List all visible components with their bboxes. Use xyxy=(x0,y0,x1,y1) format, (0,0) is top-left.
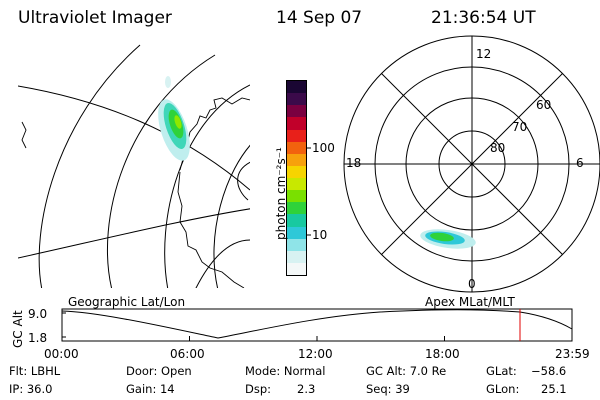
map-aurora xyxy=(158,99,190,161)
colorbar-swatch xyxy=(287,93,306,106)
map-aurora xyxy=(168,109,184,139)
lat-label-60: 60 xyxy=(536,98,552,112)
time-label: 21:36:54 UT xyxy=(431,8,536,28)
polar-ring xyxy=(343,35,600,293)
status-mode: Mode: Normal xyxy=(245,364,326,378)
map-latitude-arc xyxy=(213,144,250,288)
colorbar-tick-10: 10 xyxy=(312,228,328,242)
polar-aurora xyxy=(425,231,465,245)
gc-alt-curve xyxy=(61,309,573,339)
colorbar-swatch xyxy=(287,129,306,142)
map-latitude-arc xyxy=(237,162,250,201)
timeline-frame xyxy=(61,308,573,342)
colorbar-swatch xyxy=(287,81,306,94)
polar-aurora xyxy=(430,232,454,242)
polar-aurora xyxy=(420,229,476,249)
status-glon-label: GLon: xyxy=(486,382,520,396)
map-coastline xyxy=(179,97,250,171)
colorbar-swatch xyxy=(287,214,306,227)
x-tick-label-2359: 23:59 xyxy=(555,347,590,361)
status-glon-value: 25.1 xyxy=(541,382,567,396)
status-gc-alt: GC Alt: 7.0 Re xyxy=(366,364,447,378)
instrument-title: Ultraviolet Imager xyxy=(18,8,172,28)
colorbar-swatch xyxy=(287,226,306,239)
colorbar-swatch xyxy=(287,117,306,130)
map-meridian xyxy=(195,239,250,288)
colorbar-tick-100: 100 xyxy=(312,141,335,155)
colorbar-swatch xyxy=(287,190,306,203)
status-flt: Flt: LBHL xyxy=(9,364,61,378)
date-label: 14 Sep 07 xyxy=(276,8,363,28)
mlt-label-18: 18 xyxy=(346,156,362,170)
x-tick-label-0000: 00:00 xyxy=(44,347,79,361)
mlt-label-0: 0 xyxy=(468,277,476,291)
colorbar-swatch xyxy=(287,178,306,191)
lat-label-70: 70 xyxy=(512,120,528,134)
colorbar-swatch xyxy=(287,250,306,263)
lat-label-80: 80 xyxy=(490,141,506,155)
status-ip: IP: 36.0 xyxy=(9,382,53,396)
gc-alt-axis-title: GC Alt xyxy=(11,310,25,348)
y-tick-9: 9.0 xyxy=(28,307,48,321)
status-gain: Gain: 14 xyxy=(126,382,175,396)
apex-label: Apex MLat/MLT xyxy=(425,295,515,309)
x-tick-label-1200: 12:00 xyxy=(298,347,333,361)
status-glat-label: GLat: xyxy=(486,364,517,378)
status-dsp-value: 2.3 xyxy=(297,382,316,396)
map-meridian xyxy=(18,208,250,259)
map-aurora xyxy=(165,76,171,88)
colorbar-swatch xyxy=(287,153,306,166)
geographic-label: Geographic Lat/Lon xyxy=(68,295,186,309)
colorbar-swatch xyxy=(287,105,306,118)
status-door: Door: Open xyxy=(126,364,192,378)
map-latitude-arc xyxy=(164,84,250,288)
status-seq: Seq: 39 xyxy=(366,382,410,396)
colorbar-swatch xyxy=(287,238,306,251)
polar-ring xyxy=(405,97,539,231)
map-latitude-arc xyxy=(38,44,141,288)
colorbar-swatch xyxy=(287,165,306,178)
colorbar-swatch xyxy=(287,202,306,215)
map-aurora xyxy=(163,103,187,149)
status-dsp-label: Dsp: xyxy=(245,382,272,396)
map-meridian xyxy=(18,85,250,191)
colorbar-ticks xyxy=(306,147,311,236)
colorbar-swatch xyxy=(287,262,306,275)
x-tick-label-0600: 06:00 xyxy=(170,347,205,361)
colorbar-unit-label: photon cm⁻²s⁻¹ xyxy=(274,147,288,240)
map-coastline xyxy=(177,171,245,288)
colorbar-swatch xyxy=(287,141,306,154)
colorbar xyxy=(286,80,307,276)
map-latitude-arc xyxy=(106,54,216,288)
mlt-label-6: 6 xyxy=(576,156,584,170)
y-tick-1-8: 1.8 xyxy=(28,331,48,345)
mlt-label-12: 12 xyxy=(476,47,492,61)
x-tick-label-1800: 18:00 xyxy=(425,347,460,361)
map-aurora xyxy=(174,115,182,129)
polar-ring xyxy=(374,66,570,262)
map-coastline xyxy=(21,121,27,149)
status-glat-value: −58.6 xyxy=(531,364,567,378)
